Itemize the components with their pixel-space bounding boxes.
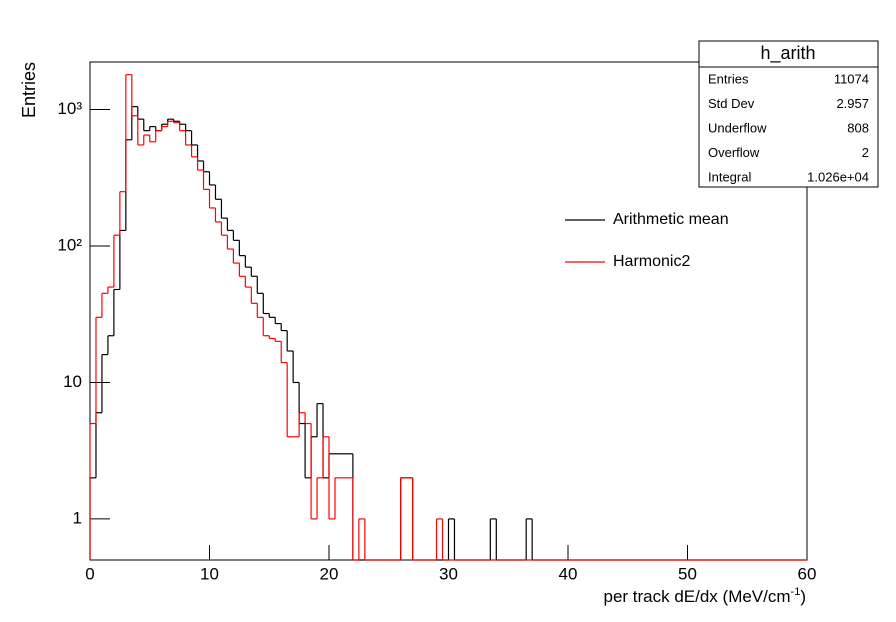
x-tick-label: 20 xyxy=(320,564,339,583)
stats-value: 2 xyxy=(862,145,869,160)
stats-value: 11074 xyxy=(834,71,869,86)
y-tick-label: 10² xyxy=(57,235,82,254)
histogram-series xyxy=(89,74,807,561)
x-axis-label-text: per track dE/dx (MeV/cm xyxy=(603,587,790,606)
x-axis-label: per track dE/dx (MeV/cm-1) xyxy=(603,586,806,607)
x-axis-label-end: ) xyxy=(800,587,806,606)
stats-label: Std Dev xyxy=(708,96,755,111)
stats-frame xyxy=(698,40,879,188)
x-tick-label: 0 xyxy=(85,564,94,583)
stats-value: 1.026e+04 xyxy=(807,169,869,184)
x-axis-label-sup: -1 xyxy=(791,586,801,598)
y-tick-label: 10 xyxy=(63,372,82,391)
stats-label: Integral xyxy=(708,169,751,184)
stats-box: h_arith xyxy=(698,40,879,188)
x-tick-label: 30 xyxy=(439,564,458,583)
legend-label: Harmonic2 xyxy=(613,253,690,270)
x-tick-label: 50 xyxy=(678,564,697,583)
stats-value: 2.957 xyxy=(836,96,869,111)
y-tick-label: 1 xyxy=(73,508,82,527)
stats-label: Entries xyxy=(708,71,749,86)
stats-label: Underflow xyxy=(708,120,767,135)
x-tick-label: 60 xyxy=(798,564,817,583)
y-axis-label: Entries xyxy=(19,62,39,118)
stats-value: 808 xyxy=(847,120,869,135)
stats-label: Overflow xyxy=(708,145,760,160)
y-tick-label: 10³ xyxy=(57,99,82,118)
x-tick-label: 10 xyxy=(200,564,219,583)
stats-title: h_arith xyxy=(760,43,815,64)
legend-label: Arithmetic mean xyxy=(613,211,729,228)
x-tick-label: 40 xyxy=(559,564,578,583)
